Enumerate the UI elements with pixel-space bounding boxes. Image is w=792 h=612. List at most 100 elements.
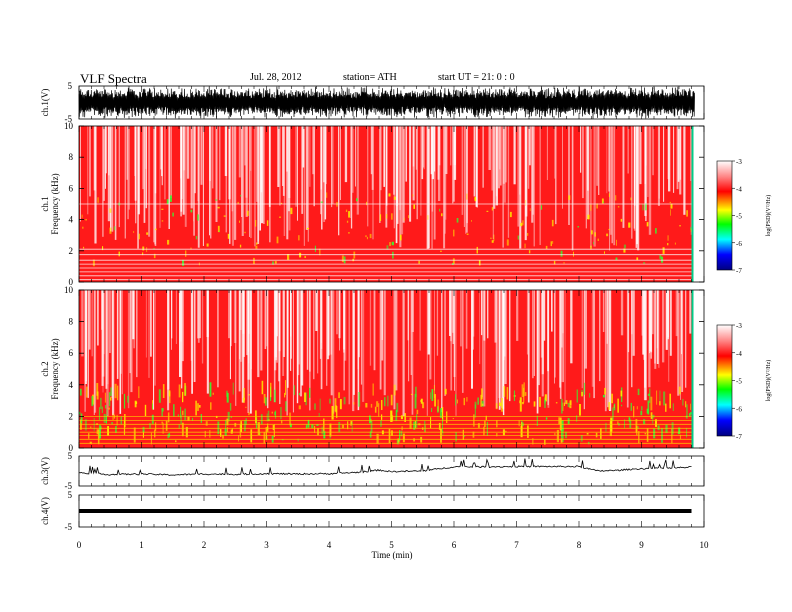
spectrogram-streak xyxy=(197,126,199,202)
spectrogram-streak xyxy=(431,126,433,249)
spectrogram-streak xyxy=(658,290,660,368)
spectrogram-streak xyxy=(180,126,182,217)
station-label: station= ATH xyxy=(343,72,397,83)
spectrogram-streak xyxy=(136,290,138,378)
spectrogram-streak xyxy=(286,290,288,416)
spectrogram-energy xyxy=(248,412,250,416)
spectrogram-streak xyxy=(352,290,355,412)
spectrogram-energy xyxy=(641,406,643,411)
x-tick-label: 2 xyxy=(202,540,207,550)
spectrogram-streak xyxy=(505,126,507,183)
spectrogram-energy xyxy=(474,199,477,202)
spectrogram-energy xyxy=(104,392,106,403)
spectrogram-energy xyxy=(410,393,413,395)
spectrogram-energy xyxy=(197,403,199,411)
spectrogram-energy xyxy=(369,233,372,239)
spectrogram-streak xyxy=(609,126,611,251)
spectrogram-energy xyxy=(100,397,102,410)
spectrogram-energy xyxy=(293,385,295,396)
spectrogram-energy xyxy=(181,410,184,416)
spectrogram-energy xyxy=(670,209,671,216)
spectrogram-energy xyxy=(395,409,398,417)
spectrogram-streak xyxy=(143,126,146,223)
spectrogram-streak xyxy=(626,290,629,408)
spectrogram-streak xyxy=(229,290,231,380)
spectrogram-streak xyxy=(437,126,440,180)
spectrogram-streak xyxy=(370,126,373,175)
spectrogram-energy xyxy=(265,427,267,440)
spectrogram-blank xyxy=(692,290,705,448)
spectrogram-energy xyxy=(662,247,665,254)
spectrogram-streak xyxy=(527,290,530,403)
spectrogram-energy xyxy=(243,388,245,401)
spectrogram-streak xyxy=(330,290,333,396)
spectrogram-streak xyxy=(267,290,269,409)
spectrogram-streak xyxy=(416,126,418,220)
spectrogram-energy xyxy=(453,229,455,237)
spectrogram-streak xyxy=(681,290,684,392)
spectrogram-streak xyxy=(591,290,594,387)
spectrogram-energy xyxy=(304,255,306,258)
spectrogram-streak xyxy=(119,290,122,414)
spectrogram-energy xyxy=(319,248,321,256)
spectrogram-streak xyxy=(320,290,323,390)
spectrogram-energy xyxy=(306,227,309,230)
spectrogram-energy xyxy=(564,402,565,406)
spectrogram-energy xyxy=(223,215,226,217)
spectrogram-streak xyxy=(680,290,681,400)
y-tick-label: 6 xyxy=(69,348,74,358)
colorbar-tick-label: -6 xyxy=(736,405,742,413)
spectrogram-energy xyxy=(483,426,485,436)
spectrogram-streak xyxy=(241,126,243,217)
spectrogram-energy xyxy=(144,404,147,416)
spectrogram-energy xyxy=(321,426,323,435)
spectrogram-energy xyxy=(491,207,494,211)
spectrogram-streak xyxy=(613,126,616,246)
colorbar-tick-label: -7 xyxy=(736,433,742,441)
spectrogram-energy xyxy=(686,427,688,438)
spectrogram-energy xyxy=(477,423,480,428)
spectrogram-energy xyxy=(441,213,443,217)
spectrogram-energy xyxy=(243,420,246,432)
spectrogram-energy xyxy=(690,412,692,415)
spectrogram-streak xyxy=(644,290,647,401)
spectrogram-streak xyxy=(498,126,500,189)
spectrogram-streak xyxy=(393,126,395,229)
spectrogram-streak xyxy=(154,126,156,245)
spectrogram-streak xyxy=(292,290,294,413)
spectrogram-streak xyxy=(679,126,682,195)
spectrogram-energy xyxy=(452,258,455,264)
x-tick-label: 5 xyxy=(389,540,394,550)
spectrogram-streak xyxy=(598,126,600,195)
spectrogram-energy xyxy=(464,435,465,438)
spectrogram-streak xyxy=(452,290,454,344)
spectrogram-energy xyxy=(506,387,509,400)
spectrogram-streak xyxy=(332,290,335,414)
spectrogram-streak xyxy=(690,126,692,181)
spectrogram-edge xyxy=(691,126,694,282)
y-tick-label: 2 xyxy=(69,246,74,256)
spectrogram-streak xyxy=(124,126,126,239)
spectrogram-streak xyxy=(197,126,200,248)
spectrogram-energy xyxy=(586,433,589,435)
spectrogram-energy xyxy=(250,429,253,443)
spectrogram-energy xyxy=(591,230,593,235)
spectrogram-energy xyxy=(98,407,101,420)
spectrogram-energy xyxy=(386,214,388,219)
spectrogram-streak xyxy=(532,290,534,379)
spectrogram-energy xyxy=(647,400,650,415)
spectrogram-energy xyxy=(239,423,242,438)
spectrogram-energy xyxy=(380,420,382,427)
spectrogram-streak xyxy=(116,290,119,379)
spectrogram-streak xyxy=(245,126,248,217)
spectrogram-energy xyxy=(444,388,447,395)
spectrogram-streak xyxy=(633,126,635,229)
spectrogram-energy xyxy=(244,231,246,234)
spectrogram-streak xyxy=(320,290,323,349)
spectrogram-energy xyxy=(628,222,631,228)
spectrogram-streak xyxy=(357,290,360,411)
spectrogram-energy xyxy=(528,250,531,254)
spectrogram-streak xyxy=(658,126,660,199)
spectrogram-energy xyxy=(172,212,174,217)
spectrogram-energy xyxy=(285,380,286,395)
